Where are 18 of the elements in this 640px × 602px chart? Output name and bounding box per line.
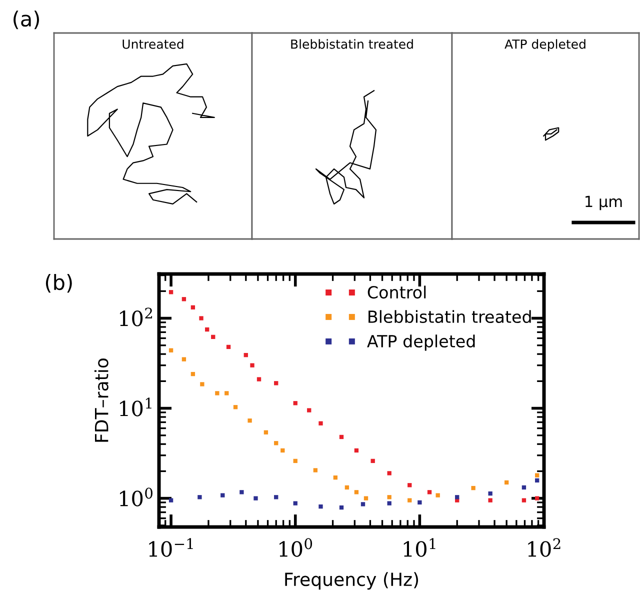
text: ATP depleted — [504, 39, 586, 52]
x-tick-label: 10$^{2}$ — [528, 538, 560, 557]
y-axis-title: FDT–ratio — [94, 358, 108, 442]
text: (b) — [46, 274, 72, 293]
legend-label: Control — [368, 286, 426, 299]
text: 1 μm — [586, 196, 622, 210]
text: Untreated — [122, 39, 184, 49]
legend-label: ATP depleted — [367, 334, 475, 351]
x-tick-label: 10$^{0}$ — [280, 538, 312, 557]
text: (a) — [14, 10, 39, 30]
y-tick-label: 10$^{0}$ — [120, 488, 152, 506]
x-tick-label: 10$^{1}$ — [404, 538, 436, 557]
text: Blebbistatin treated — [291, 39, 413, 49]
y-tick-label: 10$^{1}$ — [120, 398, 152, 416]
legend-label: Blebbistatin treated — [368, 310, 531, 324]
x-axis-title: Frequency (Hz) — [285, 572, 418, 590]
x-tick-label: 10$^{−1}$ — [149, 538, 193, 557]
y-tick-label: 10$^{2}$ — [120, 308, 152, 326]
